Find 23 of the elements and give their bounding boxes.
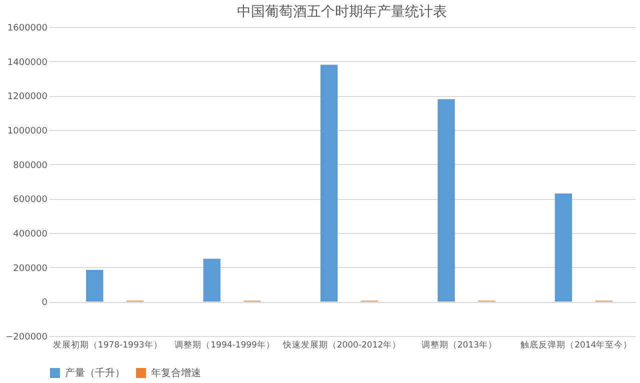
y-tick-label: 400000 xyxy=(13,230,48,240)
x-tick-label: 调整期（1994-1999年） xyxy=(174,340,275,350)
x-tick-label: 调整期（2013年） xyxy=(421,340,498,350)
bar xyxy=(438,99,455,302)
y-tick-label: 600000 xyxy=(13,195,48,206)
y-tick-label: −200000 xyxy=(6,332,48,342)
y-tick-label: 800000 xyxy=(13,160,48,171)
bar xyxy=(320,64,338,302)
legend-label: 年复合增速 xyxy=(151,367,201,379)
bar xyxy=(203,258,220,302)
x-tick-label: 发展初期（1978-1993年） xyxy=(52,340,162,350)
x-tick-label: 触底反弹期（2014年至今） xyxy=(520,340,632,350)
legend-label: 产量（千升） xyxy=(65,367,125,379)
y-tick-label: 1600000 xyxy=(7,24,48,34)
bar xyxy=(554,194,572,302)
y-tick-label: 1200000 xyxy=(7,92,48,102)
y-tick-label: 200000 xyxy=(13,264,48,274)
y-tick-label: 1000000 xyxy=(7,126,48,136)
chart-title: 中国葡萄酒五个时期年产量统计表 xyxy=(237,4,447,20)
y-tick-label: 0 xyxy=(42,298,48,308)
bar xyxy=(86,270,104,302)
y-tick-label: 1400000 xyxy=(7,58,48,68)
x-tick-label: 快速发展期（2000-2012年） xyxy=(282,340,402,350)
